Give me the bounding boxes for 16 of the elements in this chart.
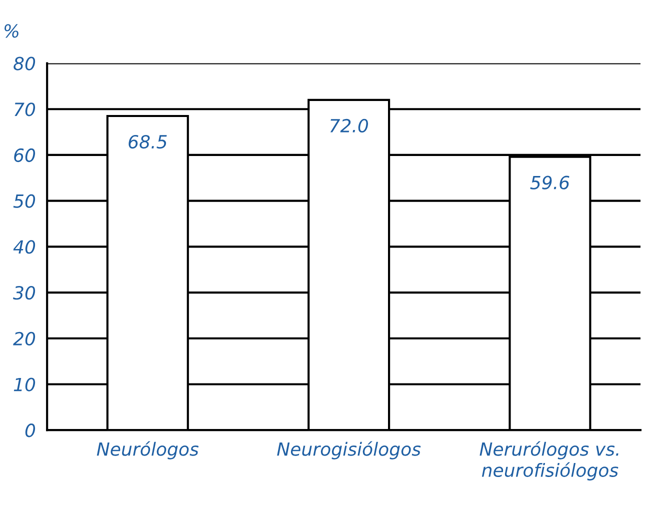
- y-tick-label: 50: [13, 194, 36, 208]
- y-tick-label: 60: [14, 148, 36, 162]
- y-tick-label: 70: [14, 102, 36, 116]
- data-label: 72.0: [330, 118, 368, 133]
- y-tick-label: 80: [14, 56, 36, 70]
- y-tick-label: 40: [13, 240, 36, 254]
- y-axis-title: %: [4, 24, 18, 38]
- data-label: 68.5: [128, 134, 167, 149]
- x-tick-label: Nerurólogos vs. neurofisiólogos: [480, 441, 618, 480]
- x-tick-label: Neurogisiólogos: [277, 441, 421, 460]
- y-tick-label: 20: [13, 332, 36, 346]
- x-tick-label: Neurólogos: [96, 441, 199, 460]
- y-tick-label: 10: [14, 378, 36, 392]
- data-label: 59.6: [530, 176, 570, 190]
- y-tick-label: 30: [13, 286, 36, 300]
- y-tick-label: 0: [25, 424, 36, 438]
